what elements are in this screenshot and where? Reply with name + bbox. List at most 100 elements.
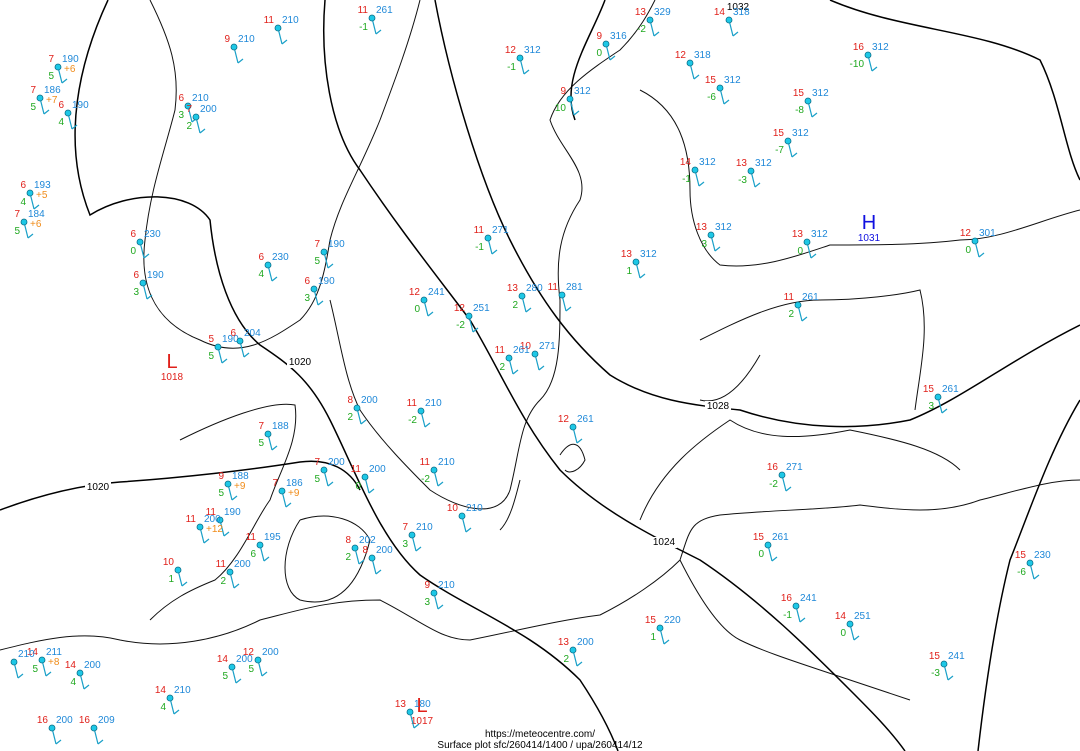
wind-barb — [327, 481, 334, 487]
dewpoint: -1 — [682, 174, 691, 185]
pressure: 200 — [204, 514, 221, 525]
station-marker — [569, 423, 577, 431]
wind-barb — [871, 66, 878, 72]
temperature: 10 — [163, 557, 175, 568]
pressure: 210 — [18, 649, 35, 660]
station-marker — [361, 473, 369, 481]
wind-barb — [235, 678, 242, 684]
temperature: 7 — [186, 104, 192, 115]
pressure-tendency: +9 — [288, 488, 300, 499]
station-marker — [90, 724, 98, 732]
wind-barb — [413, 723, 420, 729]
wind-barb — [609, 55, 616, 61]
dewpoint: -7 — [775, 145, 784, 156]
wind-barb — [512, 369, 519, 375]
wind-barb — [271, 276, 278, 282]
wind-barb — [785, 486, 792, 492]
isobar-label: 1028 — [707, 401, 730, 412]
station: 6 230 4 — [258, 252, 289, 282]
dewpoint: 2 — [345, 552, 351, 563]
station-marker — [310, 285, 318, 293]
station: 11 190 — [206, 507, 241, 537]
coastline — [143, 0, 421, 349]
pressure: 251 — [854, 611, 871, 622]
station-marker — [192, 113, 200, 121]
station: 11 200+12 — [186, 514, 223, 544]
dewpoint: 0 — [596, 48, 602, 59]
pressure: 200 — [376, 545, 393, 556]
pressure: 186 — [286, 478, 303, 489]
pressure-tendency: +8 — [48, 657, 60, 668]
station-marker — [264, 261, 272, 269]
station-marker — [686, 59, 694, 67]
temperature: 16 — [781, 593, 793, 604]
isobar-label-bg — [287, 357, 313, 368]
pressure: 241 — [800, 593, 817, 604]
station-marker — [20, 218, 28, 226]
isobar — [74, 0, 619, 751]
pressure: 190 — [328, 239, 345, 250]
dewpoint: 2 — [563, 654, 569, 665]
temperature: 11 — [206, 507, 217, 518]
isobar-label: 1020 — [87, 482, 110, 493]
station: 15 230 -6 — [1015, 550, 1051, 580]
wind-barb — [693, 74, 700, 80]
pressure: 195 — [264, 532, 281, 543]
station-marker — [784, 137, 792, 145]
station: 11 210 -2 — [407, 398, 442, 428]
pressure: 200 — [84, 660, 101, 671]
temperature: 16 — [79, 715, 91, 726]
station-marker — [691, 166, 699, 174]
dewpoint: 2 — [788, 309, 794, 320]
wind-barb — [573, 110, 580, 116]
wind-barb — [221, 358, 228, 364]
station: 6 204 — [230, 328, 261, 358]
pressure: 230 — [1034, 550, 1051, 561]
station: 11 195 6 — [246, 532, 281, 562]
wind-barb — [97, 739, 104, 745]
pressure: 312 — [792, 128, 809, 139]
station-marker — [971, 237, 979, 245]
station: 13 329 -2 — [635, 7, 671, 37]
pressure: 241 — [948, 651, 965, 662]
station: 11 261 2 — [784, 292, 819, 322]
pressure-tendency: +6 — [64, 64, 76, 75]
dewpoint: 3 — [402, 539, 408, 550]
station-marker — [368, 554, 376, 562]
temperature: 14 — [155, 685, 167, 696]
temperature: 16 — [37, 715, 49, 726]
station-marker — [747, 167, 755, 175]
dewpoint: 3 — [928, 401, 934, 412]
dewpoint: -1 — [507, 62, 516, 73]
station: 7 200 2 — [186, 104, 217, 134]
station-marker — [320, 466, 328, 474]
temperature: 7 — [314, 457, 320, 468]
temperature: 13 — [736, 158, 748, 169]
pressure: 271 — [539, 341, 556, 352]
pressure: 210 — [238, 34, 255, 45]
temperature: 15 — [645, 615, 657, 626]
pressure: 190 — [318, 276, 335, 287]
wind-barb — [243, 352, 250, 358]
wind-barb — [653, 31, 660, 37]
pressure: 210 — [416, 522, 433, 533]
station: 15 312 -7 — [773, 128, 809, 158]
wind-barb — [799, 617, 806, 623]
dewpoint: -2 — [408, 415, 417, 426]
pressure-center-letter: L — [166, 351, 177, 373]
temperature: 14 — [217, 654, 229, 665]
pressure: 261 — [942, 384, 959, 395]
wind-barb — [437, 481, 444, 487]
dewpoint: -6 — [1017, 567, 1026, 578]
station-marker — [224, 480, 232, 488]
temperature: 12 — [505, 45, 517, 56]
station: 12 318 — [675, 50, 711, 80]
station-marker — [174, 566, 182, 574]
station-marker — [458, 512, 466, 520]
dewpoint: -2 — [421, 474, 430, 485]
pressure: 180 — [414, 699, 431, 710]
station: 15 261 0 — [753, 532, 789, 562]
temperature: 15 — [1015, 550, 1027, 561]
pressure: 188 — [272, 421, 289, 432]
